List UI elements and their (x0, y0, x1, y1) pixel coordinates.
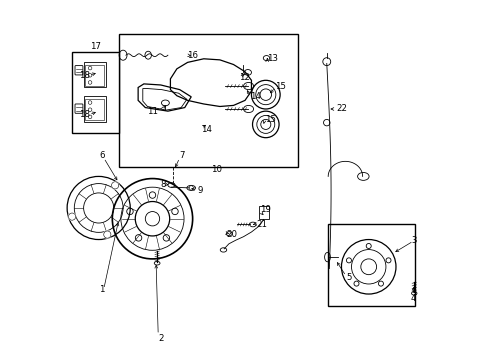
Text: 3: 3 (411, 237, 416, 246)
Bar (259, 206, 269, 220)
Text: 10: 10 (211, 166, 222, 175)
Circle shape (104, 231, 111, 238)
Text: 5: 5 (346, 273, 352, 282)
Text: 9: 9 (197, 185, 203, 194)
Text: 1: 1 (99, 285, 104, 294)
Bar (84, 96, 106, 122)
Text: 15: 15 (265, 115, 276, 124)
Text: 8: 8 (160, 180, 166, 189)
Text: 18: 18 (79, 110, 90, 119)
Circle shape (112, 182, 119, 189)
Bar (84, 62, 106, 87)
Text: 4: 4 (411, 294, 416, 303)
Text: 7: 7 (180, 151, 185, 160)
Text: 14: 14 (201, 125, 212, 134)
Text: 17: 17 (90, 42, 100, 51)
Bar (72, 51, 119, 134)
Text: 15: 15 (275, 82, 287, 91)
Text: 2: 2 (158, 334, 164, 343)
Bar (85, 64, 104, 86)
Text: 13: 13 (267, 54, 278, 63)
Text: 14: 14 (250, 92, 261, 101)
Bar (85, 99, 104, 121)
Text: 19: 19 (260, 205, 271, 214)
Text: 21: 21 (256, 220, 268, 229)
Text: 20: 20 (226, 230, 237, 239)
Text: 22: 22 (337, 104, 347, 113)
Text: 6: 6 (99, 151, 104, 160)
Text: 11: 11 (147, 107, 158, 116)
Circle shape (69, 213, 75, 220)
Text: 18: 18 (79, 71, 90, 80)
Text: 16: 16 (187, 51, 198, 60)
Text: 12: 12 (239, 73, 249, 82)
Bar (119, 34, 298, 167)
Bar (328, 225, 415, 306)
